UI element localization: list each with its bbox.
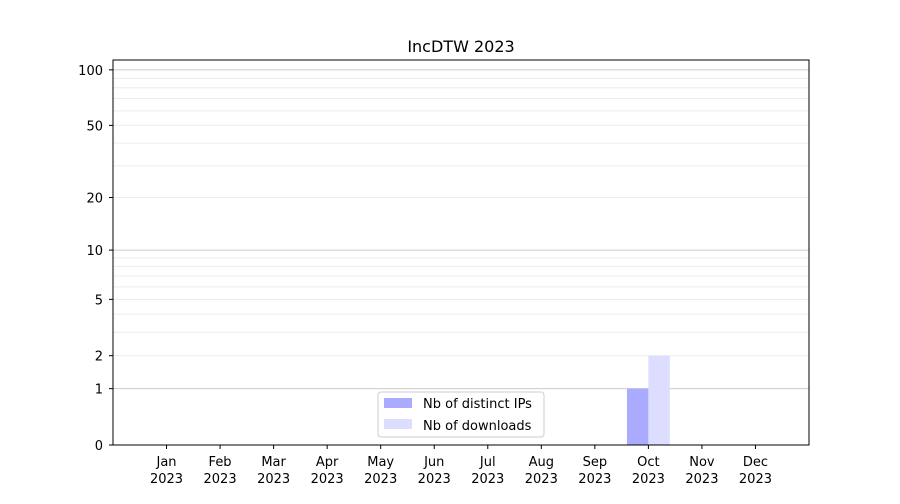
legend-box — [377, 391, 545, 438]
x-tick-label-month: Jun — [423, 455, 444, 470]
legend-label-ips: Nb of distinct IPs — [423, 397, 532, 412]
legend-swatch-ips — [384, 398, 412, 408]
legend-label-downloads: Nb of downloads — [423, 419, 532, 434]
legend: Nb of distinct IPs Nb of downloads — [377, 391, 545, 438]
y-tick-label: 20 — [86, 192, 103, 207]
y-tick-label: 5 — [95, 293, 103, 308]
x-tick-label-year: 2023 — [525, 472, 558, 487]
x-tick-label-month: Feb — [209, 455, 232, 470]
legend-swatch-downloads — [384, 419, 412, 429]
bars — [626, 355, 670, 445]
x-tick-label-year: 2023 — [418, 472, 451, 487]
x-tick-label-year: 2023 — [578, 472, 611, 487]
x-tick-label-year: 2023 — [632, 472, 665, 487]
x-tick-label-year: 2023 — [364, 472, 397, 487]
x-tick-label-year: 2023 — [685, 472, 718, 487]
y-tick-label: 0 — [95, 439, 103, 454]
grid — [113, 69, 809, 390]
bar-downloads — [648, 355, 670, 445]
y-tick-label: 100 — [78, 64, 103, 79]
x-tick-label-month: Mar — [261, 455, 286, 470]
y-tick-label: 50 — [86, 119, 103, 134]
y-tick-label: 1 — [95, 383, 103, 398]
x-tick-label-year: 2023 — [471, 472, 504, 487]
x-tick-label-month: Apr — [316, 455, 339, 470]
x-tick-label-year: 2023 — [257, 472, 290, 487]
y-axis: 0 1 2 5 10 20 50 100 — [78, 64, 113, 454]
x-tick-label-month: Sep — [583, 455, 608, 470]
y-tick-label: 10 — [86, 244, 103, 259]
x-tick-label-month: Aug — [529, 455, 554, 470]
x-tick-label-month: Jan — [156, 455, 177, 470]
x-tick-label-month: Dec — [743, 455, 768, 470]
x-tick-label-year: 2023 — [150, 472, 183, 487]
x-tick-label-month: May — [367, 455, 394, 470]
x-tick-label-month: Oct — [637, 455, 659, 470]
chart-title: IncDTW 2023 — [407, 37, 514, 56]
x-tick-label-year: 2023 — [204, 472, 237, 487]
bar-ips — [626, 388, 649, 445]
y-tick-label: 2 — [95, 350, 103, 365]
x-tick-label-month: Jul — [479, 455, 496, 470]
x-axis: Jan 2023 Feb 2023 Mar 2023 Apr 2023 May 2023 Jun 20… — [150, 445, 772, 487]
x-tick-label-year: 2023 — [739, 472, 772, 487]
x-tick-label-month: Nov — [689, 455, 715, 470]
x-tick-label-year: 2023 — [311, 472, 344, 487]
plot-frame — [112, 59, 810, 446]
